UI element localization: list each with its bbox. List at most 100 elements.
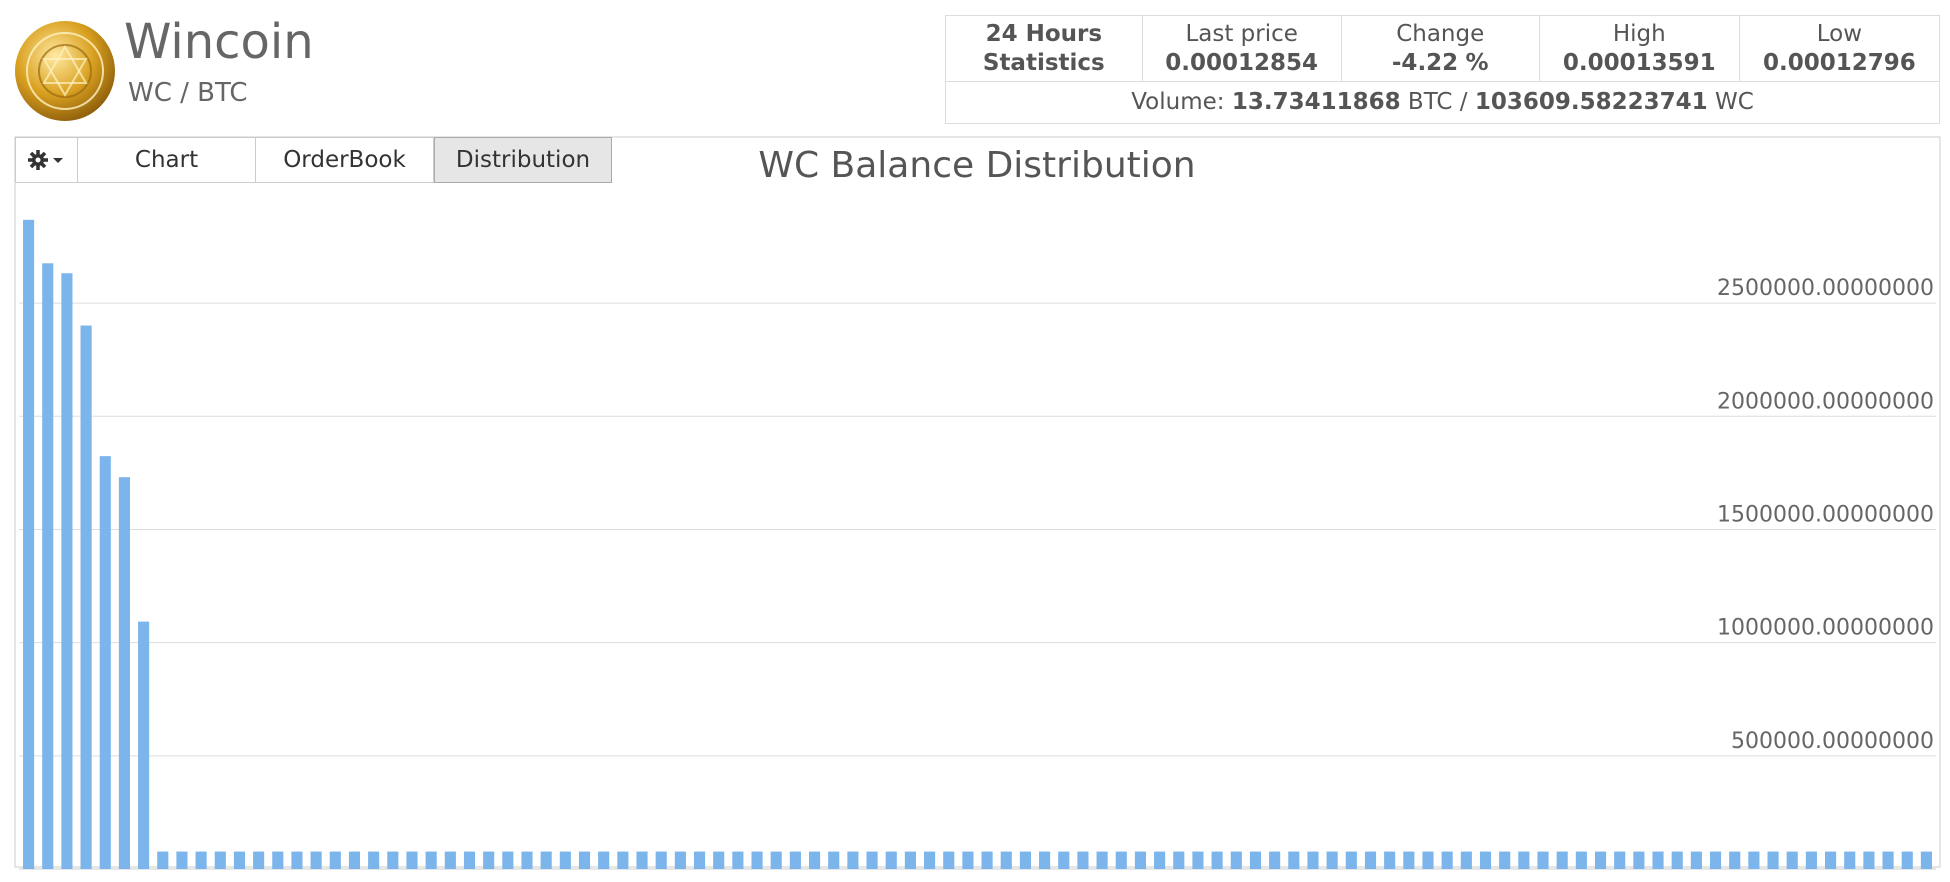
bar [1633,851,1645,869]
bar [1422,851,1434,869]
bar [866,851,878,869]
bar [463,851,476,869]
bar [253,851,265,869]
bar [483,851,495,869]
bar [828,851,840,869]
bar [1077,851,1089,869]
volume-value: 103609.58223741 [1474,89,1708,115]
bar [176,851,188,869]
stat-cell: High 0.00013591 [1538,15,1740,82]
bar [1039,851,1051,869]
logo [15,21,115,121]
bar [1844,851,1856,869]
bar [1269,851,1281,869]
tab-bar: Chart OrderBook Distribution [15,137,612,183]
bar [425,851,437,869]
bars [23,219,1932,869]
bar [1863,851,1875,869]
bar [1384,851,1396,869]
bar [770,851,782,869]
bar [1288,851,1300,869]
stat-unit: % [1465,49,1489,76]
stats-title: 24 Hours Statistics [945,15,1143,82]
coin-name: Wincoin [124,14,314,70]
bar [1345,851,1357,869]
bar [1901,851,1913,869]
settings-button[interactable] [15,137,78,183]
bar [1096,851,1108,869]
bar [1671,851,1683,869]
bar [808,851,821,869]
bar [23,219,35,869]
chart-title: WC Balance Distribution [758,145,1195,186]
bar [118,477,130,869]
bar [655,851,667,869]
stats-title-line: 24 Hours [985,20,1103,47]
bar [1403,851,1415,869]
bar [233,851,246,869]
bar [1614,851,1626,869]
bar [674,851,686,869]
stat-cell: Low 0.00012796 [1738,15,1941,82]
bar [406,851,418,869]
bar [61,273,73,869]
stat-value: 0.00013591 [1562,49,1716,76]
bar [1748,851,1760,869]
bar [598,851,610,869]
bar [138,621,150,869]
stat-value: 0.00012854 [1165,49,1319,76]
bar [540,851,552,869]
bar [1211,851,1223,869]
volume-unit: BTC / [1407,89,1468,115]
bar [1537,851,1549,869]
bar [1000,851,1012,869]
volume-cell: Volume: 13.73411868 BTC / 103609.5822374… [945,81,1940,124]
y-tick-label: 2500000.00000000 [1717,276,1934,301]
bar [636,851,648,869]
bar [1019,851,1031,869]
bar [1307,851,1319,869]
bar [924,851,936,869]
bar [981,851,993,869]
bar [693,851,706,869]
chart-frame [14,136,1941,868]
bar [1364,851,1377,869]
stat-value: 0.00012796 [1763,49,1916,76]
bar [272,851,284,869]
stat-value: -4.22 [1391,49,1459,76]
coin-pair: WC / BTC [128,78,248,108]
stats-title-line: Statistics [982,49,1105,76]
y-tick-label: 500000.00000000 [1731,729,1934,754]
bar [885,851,897,869]
bar [1729,851,1741,869]
y-tick-label: 2000000.00000000 [1717,389,1934,414]
bar [1556,851,1568,869]
bar [559,851,571,869]
bar [578,851,591,869]
bar [1518,851,1530,869]
bar [1479,851,1492,869]
stat-cell: Last price 0.00012854 [1141,15,1342,82]
bar [1882,851,1894,869]
bar [1690,851,1702,869]
bar [1825,851,1837,869]
bar [368,851,380,869]
bar [732,851,744,869]
bar [1058,851,1070,869]
tab[interactable]: OrderBook [256,137,434,183]
stats-table: 24 Hours Statistics Last price 0.00012854 … [945,15,1941,124]
y-tick-label: 1000000.00000000 [1717,616,1934,641]
bar [521,851,533,869]
bar [1249,851,1262,869]
tab[interactable]: Distribution [434,137,612,183]
bar [387,851,399,869]
bar [1441,851,1453,869]
bar [1594,851,1607,869]
tab[interactable]: Chart [78,137,256,183]
bar [1326,851,1338,869]
volume-value: 13.73411868 [1231,89,1401,115]
bar [1499,851,1511,869]
bar [1230,851,1242,869]
